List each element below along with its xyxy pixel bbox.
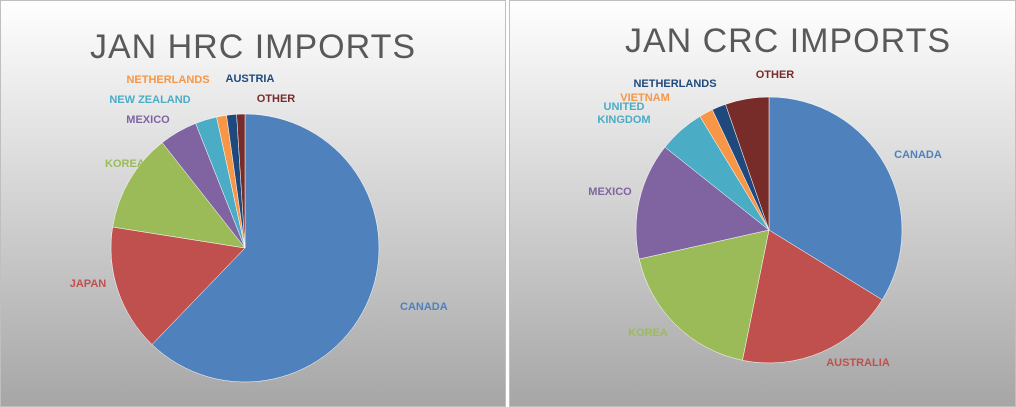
pie-slice: [725, 96, 770, 231]
pie-slice: [151, 113, 380, 383]
pie-slice: [635, 146, 770, 260]
slice-label: NETHERLANDS: [633, 78, 716, 90]
chart-title: JAN CRC IMPORTS: [625, 22, 951, 60]
pie-slice: [742, 229, 883, 364]
slice-label: NETHERLANDS: [126, 74, 209, 86]
pie-slice: [236, 113, 246, 249]
slice-label: VIETNAM: [620, 92, 670, 104]
slice-label: NEW ZEALAND: [109, 94, 190, 106]
pie-slice: [112, 142, 246, 249]
pie-slice: [110, 226, 246, 345]
slice-label: KOREA: [628, 327, 668, 339]
pie-slice: [768, 96, 903, 301]
slice-label: OTHER: [257, 93, 296, 105]
slice-label: KOREA: [105, 158, 145, 170]
chart-title: JAN HRC IMPORTS: [90, 28, 416, 66]
slice-label: MEXICO: [588, 186, 632, 198]
pie-slice: [638, 229, 770, 361]
slice-label: AUSTRALIA: [826, 357, 890, 369]
slice-label: AUSTRIA: [226, 73, 275, 85]
slice-label: MEXICO: [126, 114, 170, 126]
slice-label: CANADA: [894, 149, 942, 161]
slice-label: CANADA: [400, 301, 448, 313]
slice-label: OTHER: [756, 69, 795, 81]
slice-label: JAPAN: [70, 278, 107, 290]
slice-label: UNITED KINGDOM: [597, 101, 650, 126]
